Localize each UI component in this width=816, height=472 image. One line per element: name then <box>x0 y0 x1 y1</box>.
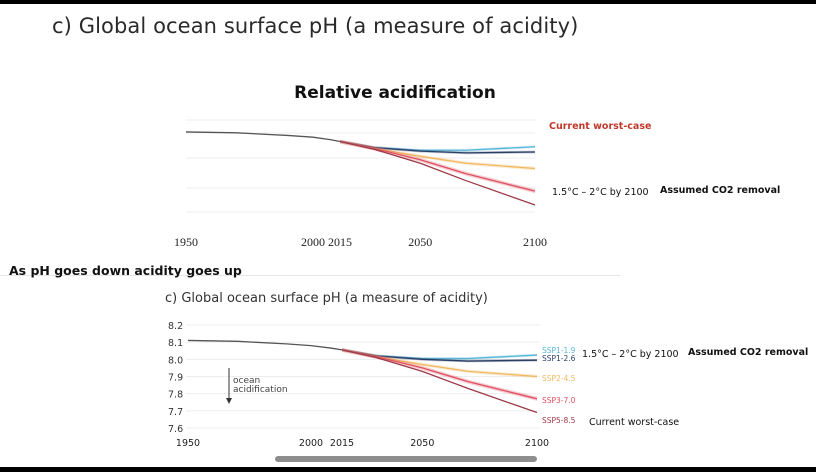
chart2-ytick-7.7: 7.7 <box>168 407 183 418</box>
chart2-xtick-2000: 2000 <box>299 438 323 449</box>
chart1-xtick-1950: 1950 <box>174 235 198 249</box>
page-title: c) Global ocean surface pH (a measure of… <box>52 14 579 38</box>
chart2-series-label-ssp3_70: SSP3-7.0 <box>542 396 576 405</box>
chart2-series-label-ssp1_26: SSP1-2.6 <box>542 354 576 363</box>
relative-acidification-chart: 1950 2000 2015 2050 2100 Current worst-case 1.… <box>174 119 780 249</box>
chart2-ytick-7.9: 7.9 <box>168 373 183 384</box>
chart2-band-ssp3_70 <box>342 347 537 401</box>
chart2-series-label-ssp2_45: SSP2-4.5 <box>542 374 576 383</box>
chart2-ytick-8.2: 8.2 <box>168 321 183 332</box>
chart2-line-ssp5_85 <box>341 349 538 414</box>
acidity-note: As pH goes down acidity goes up <box>9 263 242 278</box>
bottom-border <box>0 467 816 472</box>
chart2-xtick-2015: 2015 <box>330 438 354 449</box>
chart1-band-ssp3_70 <box>340 139 535 194</box>
chart2-xtick-1950: 1950 <box>176 438 200 449</box>
chart1-line-hist <box>185 131 341 143</box>
horizontal-scrollbar[interactable] <box>275 456 537 462</box>
chart2-ytick-7.6: 7.6 <box>168 424 183 435</box>
chart1-xtick-2100: 2100 <box>523 235 547 249</box>
chart1-label-removal: Assumed CO2 removal <box>660 185 780 196</box>
chart2-ytick-7.8: 7.8 <box>168 390 183 401</box>
chart2-annotation-arrowhead <box>226 398 232 404</box>
chart1-xtick-2000: 2000 <box>301 235 325 249</box>
chart1-label-low: 1.5°C – 2°C by 2100 <box>552 187 649 198</box>
chart1-line-ssp5_85 <box>339 140 536 206</box>
chart2-ytick-8.1: 8.1 <box>168 338 183 349</box>
chart2-title: c) Global ocean surface pH (a measure of… <box>165 291 488 306</box>
chart1-xtick-2015: 2015 <box>328 235 352 249</box>
chart2-annotation-text: ocean <box>233 376 260 386</box>
section-divider <box>0 275 620 276</box>
top-border <box>0 0 816 4</box>
chart2-label-removal: Assumed CO2 removal <box>688 347 808 358</box>
chart2-line-hist <box>187 339 343 351</box>
chart1-title: Relative acidification <box>294 83 496 103</box>
chart1-label-worst: Current worst-case <box>549 121 651 132</box>
chart2-ytick-8.0: 8.0 <box>168 355 183 366</box>
chart2-label-worst: Current worst-case <box>589 417 679 428</box>
chart2-annotation-text: acidification <box>233 385 288 395</box>
chart2-series-label-ssp1_19: SSP1-1.9 <box>542 346 576 355</box>
chart2-label-low: 1.5°C – 2°C by 2100 <box>582 349 679 360</box>
chart2-xtick-2050: 2050 <box>410 438 434 449</box>
chart2-series-label-ssp5_85: SSP5-8.5 <box>542 416 576 425</box>
chart1-xtick-2050: 2050 <box>408 235 432 249</box>
chart2-xtick-2100: 2100 <box>525 438 549 449</box>
